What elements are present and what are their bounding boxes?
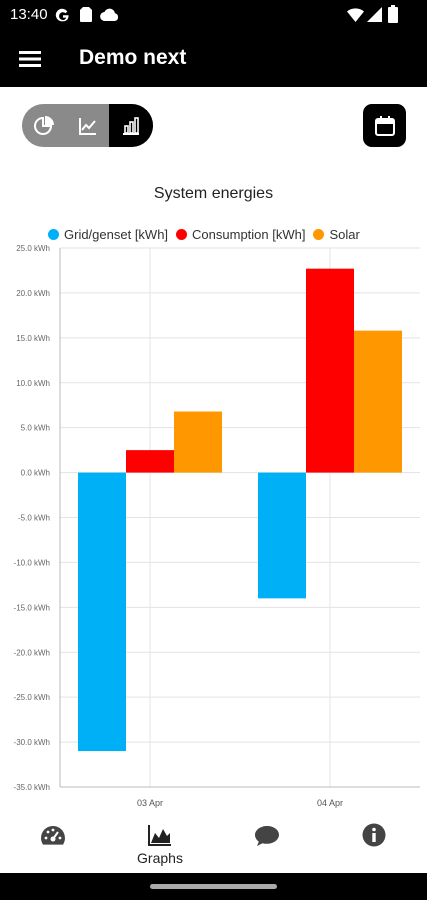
graphs-icon [148,825,171,846]
legend-item-grid[interactable]: Grid/genset [kWh] [48,227,168,242]
legend-item-solar[interactable]: Solar [313,226,360,242]
chart-legend: Grid/genset [kWh] Consumption [kWh] Sola… [48,225,368,243]
y-tick-label: -30.0 kWh [14,738,50,747]
menu-icon[interactable] [18,46,44,72]
cloud-icon [100,8,119,21]
legend-item-consumption[interactable]: Consumption [kWh] [176,227,305,242]
nav-item-chat[interactable] [214,813,320,873]
legend-label-solar: Solar [329,226,360,242]
bar-1-1 [306,268,354,473]
bar-2-1 [354,330,402,473]
bottom-navigation: Graphs [0,813,427,873]
bar-chart-view-button[interactable] [109,104,153,147]
line-chart-icon [78,117,96,135]
legend-dot-solar [313,228,325,240]
nav-item-dashboard[interactable] [0,813,106,873]
x-tick-label: 04 Apr [317,798,343,808]
chart-title: System energies [153,185,274,202]
legend-label-consumption: Consumption [kWh] [192,226,306,242]
status-bar: 13:40 [0,0,427,30]
bar-2-0 [174,411,222,473]
battery-icon [388,5,398,23]
y-tick-label: -5.0 kWh [18,514,50,523]
app-bar: Demo next [0,30,427,87]
info-icon [362,823,386,847]
x-tick-label: 03 Apr [137,798,163,808]
pie-chart-view-button[interactable] [22,104,66,147]
y-tick-label: 10.0 kWh [16,379,50,388]
chart-type-toggle [22,104,153,147]
calendar-icon [374,115,395,136]
y-tick-label: -15.0 kWh [14,603,50,612]
system-navigation-bar [0,873,427,900]
sim-icon [80,7,92,22]
legend-label-grid: Grid/genset [kWh] [64,226,169,242]
app-title: Demo next [79,46,187,69]
nav-item-graphs[interactable]: Graphs [107,813,213,873]
pie-chart-icon [34,115,54,135]
status-time: 13:40 [10,6,48,23]
legend-dot-grid [48,228,59,240]
y-tick-label: -20.0 kWh [14,648,50,657]
bar-chart[interactable]: -35.0 kWh -30.0 kWh -25.0 kWh -20.0 kWh -15.… [0,240,427,812]
bar-chart-icon [123,116,139,135]
signal-icon [367,7,382,22]
y-tick-label: 0.0 kWh [21,469,50,478]
bar-0-1 [258,472,306,599]
nav-label-graphs: Graphs [137,850,183,866]
bar-0-0 [78,472,126,752]
home-indicator[interactable] [150,884,277,889]
bar-1-0 [126,450,174,473]
y-tick-label: 25.0 kWh [16,244,50,253]
google-icon [55,8,69,22]
y-tick-label: 15.0 kWh [16,334,50,343]
dashboard-icon [41,826,65,845]
y-tick-label: -25.0 kWh [14,693,50,702]
y-tick-label: -35.0 kWh [14,783,50,792]
calendar-button[interactable] [363,104,406,147]
chat-icon [255,826,279,846]
wifi-icon [347,8,364,22]
y-tick-label: 20.0 kWh [16,289,50,298]
y-tick-label: 5.0 kWh [21,424,50,433]
legend-dot-consumption [176,228,188,240]
y-tick-label: -10.0 kWh [14,558,50,567]
nav-item-info[interactable] [321,813,427,873]
line-chart-view-button[interactable] [66,104,109,147]
